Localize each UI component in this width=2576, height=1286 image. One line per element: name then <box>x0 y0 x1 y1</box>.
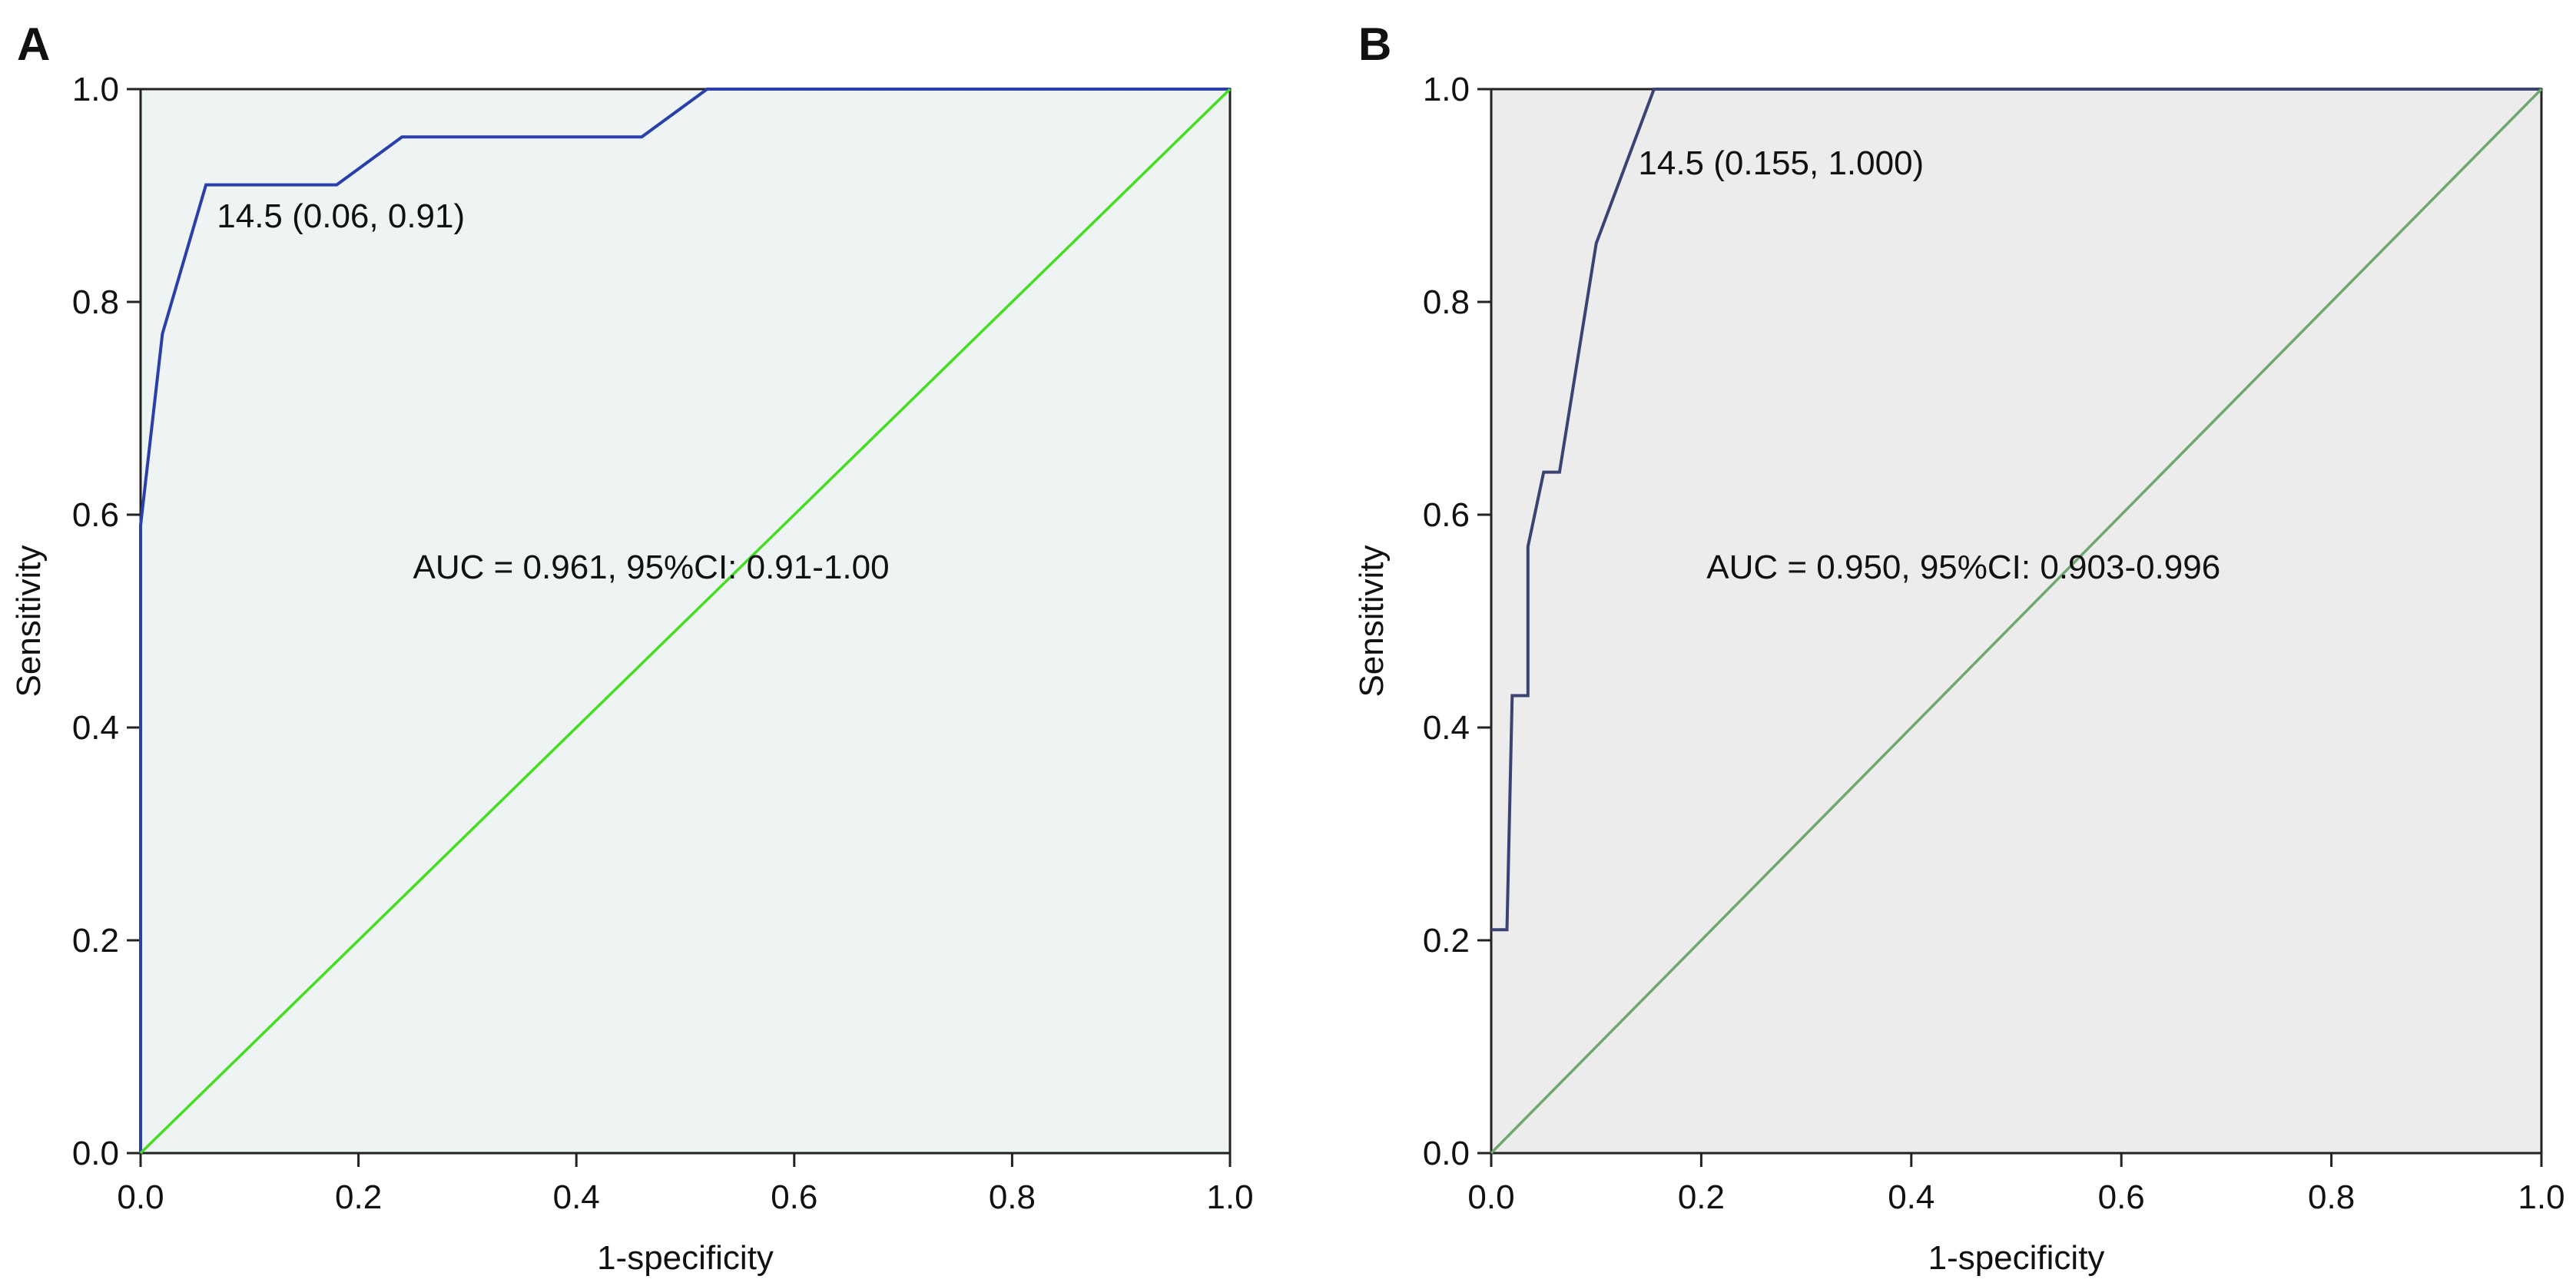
y-tick-label: 0.4 <box>72 709 119 747</box>
y-tick-label: 0.6 <box>1423 496 1470 534</box>
y-tick-label: 0.4 <box>1423 709 1470 747</box>
y-tick-label: 1.0 <box>72 71 119 108</box>
auc-annotation: AUC = 0.961, 95%CI: 0.91-1.00 <box>413 549 890 586</box>
chart-panel-b: B 0.0 0.2 0.4 0.6 0.8 1.0 0.0 0.2 0.4 0.6 0.8 1.0 1-s… <box>1353 18 2565 1277</box>
panel-label: A <box>17 18 50 70</box>
x-tick-label: 0.2 <box>1678 1178 1725 1216</box>
roc-curve-line <box>1491 88 2541 932</box>
y-tick-label: 0.2 <box>72 922 119 960</box>
y-axis-label: Sensitivity <box>10 545 48 697</box>
x-tick-label: 1.0 <box>1206 1178 1253 1216</box>
auc-annotation: AUC = 0.950, 95%CI: 0.903-0.996 <box>1706 549 2220 586</box>
y-tick-label: 0.6 <box>72 496 119 534</box>
reference-diagonal-line <box>1490 88 2543 1155</box>
x-tick-label: 0.6 <box>771 1178 817 1216</box>
x-tick-label: 0.0 <box>117 1178 164 1216</box>
cutoff-annotation: 14.5 (0.06, 0.91) <box>217 197 465 235</box>
y-tick-label: 1.0 <box>1423 71 1470 108</box>
x-axis-label: 1-specificity <box>597 1239 774 1277</box>
y-axis-label: Sensitivity <box>1353 545 1391 697</box>
roc-curve-line <box>139 88 1230 1153</box>
reference-diagonal-line <box>139 88 1232 1155</box>
x-tick-label: 0.8 <box>989 1178 1036 1216</box>
panel-label: B <box>1358 18 1391 70</box>
x-tick-label: 0.4 <box>1888 1178 1934 1216</box>
x-tick-label: 1.0 <box>2518 1178 2564 1216</box>
x-tick-label: 0.6 <box>2098 1178 2145 1216</box>
x-axis-label: 1-specificity <box>1928 1239 2105 1277</box>
x-tick-label: 0.4 <box>553 1178 600 1216</box>
x-tick-label: 0.0 <box>1467 1178 1514 1216</box>
cutoff-annotation: 14.5 (0.155, 1.000) <box>1638 144 1924 182</box>
y-tick-label: 0.2 <box>1423 922 1470 960</box>
chart-panel-a: A 0.0 0.2 0.4 0.6 0.8 1.0 0.0 0.2 0.4 0.6 0.8 1.0 1-s… <box>10 18 1254 1277</box>
y-tick-label: 0.8 <box>1423 283 1470 321</box>
y-tick-label: 0.0 <box>1423 1135 1470 1172</box>
y-tick-label: 0.8 <box>72 283 119 321</box>
x-tick-label: 0.8 <box>2308 1178 2355 1216</box>
y-tick-label: 0.0 <box>72 1135 119 1172</box>
x-tick-label: 0.2 <box>335 1178 382 1216</box>
